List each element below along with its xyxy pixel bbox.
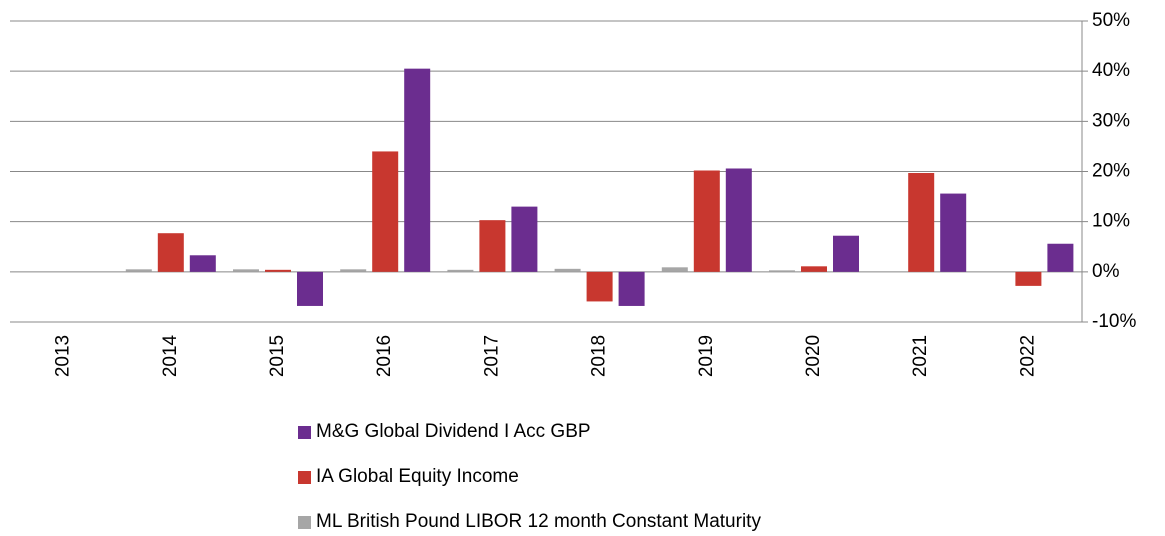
bar — [447, 269, 474, 272]
y-tick-label: 10% — [1092, 211, 1130, 232]
legend-label: M&G Global Dividend I Acc GBP — [316, 421, 591, 442]
y-tick-label: 40% — [1092, 60, 1130, 81]
bar — [511, 206, 538, 272]
bar — [372, 151, 399, 272]
bar — [1047, 243, 1074, 272]
bar — [479, 220, 506, 272]
bar — [725, 168, 752, 272]
bar — [1015, 271, 1042, 286]
legend-label: ML British Pound LIBOR 12 month Constant… — [316, 511, 761, 532]
bar — [618, 271, 645, 306]
y-tick-label: 20% — [1092, 161, 1130, 182]
bar — [833, 235, 859, 272]
bar — [189, 255, 216, 272]
x-tick-label: 2016 — [374, 335, 395, 377]
x-tick-label: 2022 — [1017, 335, 1038, 377]
legend-swatch — [298, 471, 311, 484]
bar — [157, 233, 184, 272]
bar — [554, 268, 581, 272]
x-tick-label: 2021 — [910, 335, 931, 377]
bar — [586, 271, 613, 302]
bar — [404, 68, 431, 272]
bar — [801, 266, 827, 272]
bar — [940, 193, 967, 272]
y-tick-label: -10% — [1092, 311, 1136, 332]
bar — [769, 270, 795, 272]
bar — [876, 271, 903, 272]
x-tick-label: 2013 — [53, 335, 74, 377]
y-tick-label: 30% — [1092, 110, 1130, 131]
x-tick-label: 2019 — [696, 335, 717, 377]
x-tick-label: 2020 — [803, 335, 824, 377]
bar — [265, 269, 291, 272]
bar — [661, 267, 688, 272]
x-tick-label: 2015 — [267, 335, 288, 377]
legend-label: IA Global Equity Income — [316, 466, 519, 487]
x-tick-label: 2017 — [481, 335, 502, 377]
y-tick-label: 50% — [1092, 10, 1130, 31]
x-tick-label: 2014 — [160, 334, 181, 377]
bar — [233, 269, 259, 272]
x-tick-label: 2018 — [589, 335, 610, 377]
bar — [297, 271, 323, 306]
y-tick-label: 0% — [1092, 261, 1120, 282]
legend-swatch — [298, 426, 311, 439]
legend-swatch — [298, 516, 311, 529]
bar — [125, 269, 152, 272]
bar — [908, 173, 935, 272]
bar — [693, 170, 720, 272]
bar — [340, 269, 367, 272]
